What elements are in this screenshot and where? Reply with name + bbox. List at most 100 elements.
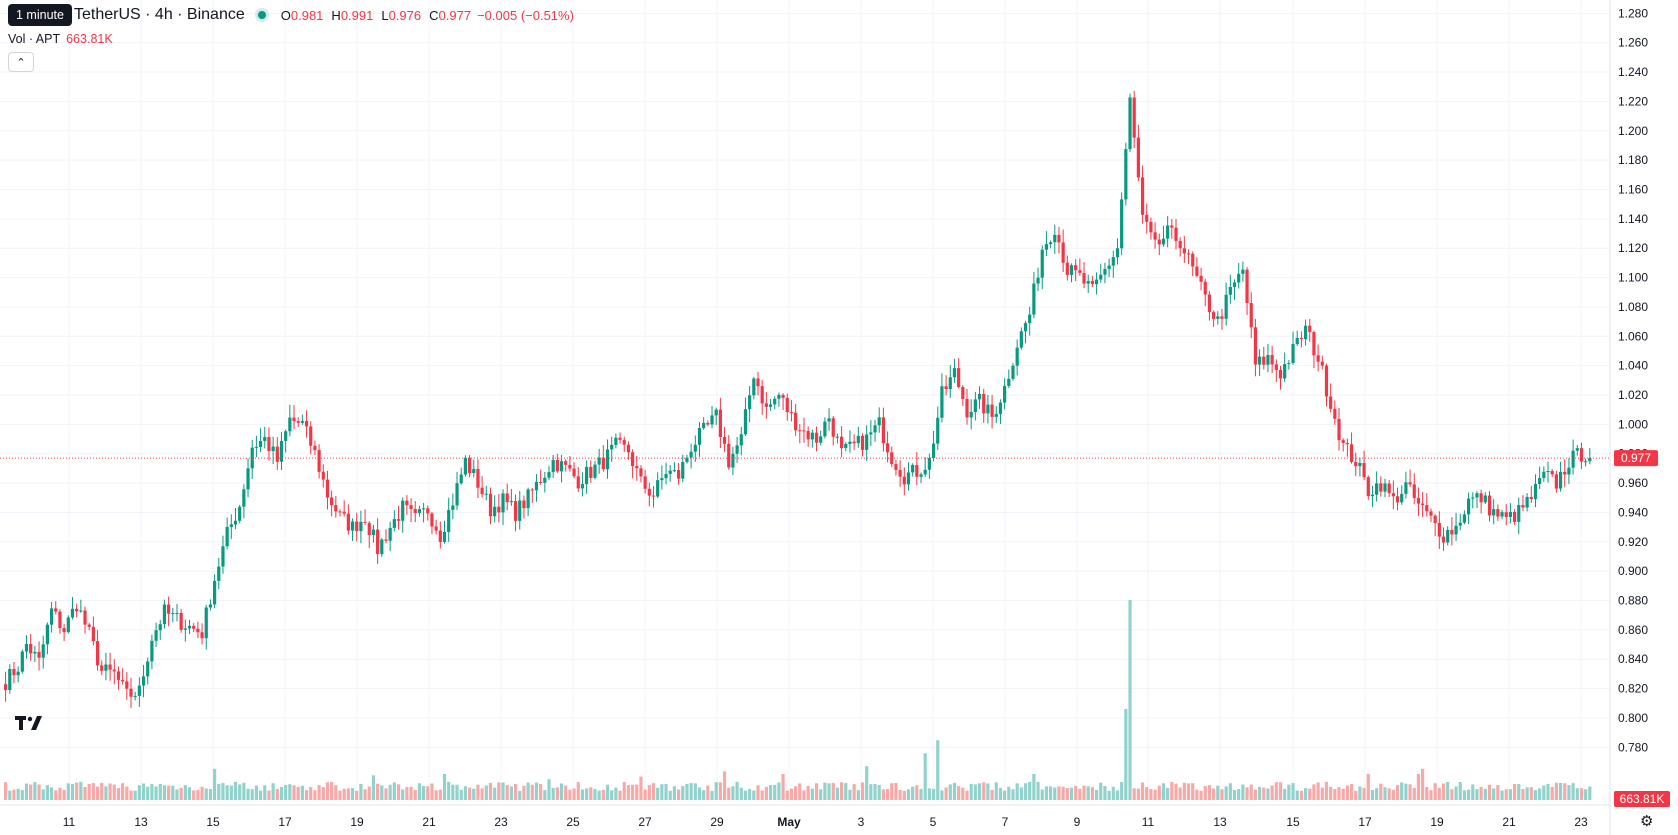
volume-bar bbox=[1454, 786, 1458, 800]
volume-bar bbox=[739, 787, 743, 800]
candle-body bbox=[840, 436, 844, 449]
price-tick-label: 0.920 bbox=[1618, 535, 1648, 549]
candle-body bbox=[1563, 471, 1567, 475]
volume-bar bbox=[936, 740, 940, 800]
candle-body bbox=[1538, 477, 1542, 484]
volume-bar bbox=[873, 784, 877, 800]
volume-bar bbox=[860, 782, 865, 800]
candle-body bbox=[1040, 249, 1044, 278]
volume-bar bbox=[1475, 789, 1479, 800]
price-tick-label: 1.120 bbox=[1618, 241, 1648, 255]
candle-body bbox=[898, 469, 902, 477]
candle-body bbox=[1303, 325, 1308, 340]
volume-bar bbox=[1358, 786, 1362, 800]
volume-bar bbox=[438, 789, 442, 800]
candle-body bbox=[192, 625, 196, 629]
candle-body bbox=[413, 508, 417, 514]
candle-body bbox=[1111, 257, 1115, 266]
candle-body bbox=[1483, 495, 1487, 503]
candle-body bbox=[1345, 442, 1349, 445]
candle-body bbox=[292, 417, 296, 422]
candle-body bbox=[727, 443, 731, 468]
volume-bar bbox=[1023, 783, 1028, 800]
time-axis[interactable]: 11 13 15 17 19 21 23 25 27 29 May 3 5 7 9 11 13 15 17 19 21 2… bbox=[63, 815, 1588, 829]
candle-body bbox=[8, 668, 12, 691]
time-tick-label: 19 bbox=[1430, 815, 1444, 829]
candle-body bbox=[12, 668, 16, 676]
symbol-title[interactable]: TetherUS · 4h · Binance bbox=[74, 6, 245, 23]
candle-body bbox=[944, 386, 948, 390]
volume-bar bbox=[1124, 709, 1128, 800]
volume-bar bbox=[693, 783, 697, 800]
candle-body bbox=[860, 435, 865, 450]
volume-bar bbox=[1007, 786, 1011, 800]
volume-bar bbox=[1044, 786, 1049, 800]
volume-bar bbox=[141, 783, 146, 800]
volume-bar bbox=[676, 789, 681, 800]
candle-body bbox=[167, 604, 171, 614]
volume-bar bbox=[1049, 786, 1053, 800]
volume-bar bbox=[961, 787, 965, 800]
price-tick-label: 0.860 bbox=[1618, 623, 1648, 637]
volume-bar bbox=[91, 783, 95, 800]
candle-body bbox=[254, 446, 258, 448]
volume-bar bbox=[1074, 786, 1078, 800]
tradingview-logo-icon[interactable] bbox=[14, 712, 44, 736]
volume-bar bbox=[568, 789, 572, 800]
price-axis[interactable]: 0.780 0.800 0.820 0.840 0.860 0.880 0.900 0.920… bbox=[1618, 6, 1648, 754]
candle-body bbox=[463, 457, 467, 475]
candle-body bbox=[539, 481, 543, 483]
candle-body bbox=[317, 450, 321, 472]
volume-bar bbox=[49, 787, 54, 800]
volume-bar bbox=[447, 781, 451, 800]
candle-body bbox=[668, 470, 672, 474]
candle-body bbox=[777, 394, 781, 399]
candle-body bbox=[614, 437, 618, 445]
volume-bar bbox=[62, 789, 66, 800]
candle-body bbox=[990, 404, 994, 417]
candle-body bbox=[275, 446, 279, 462]
candle-body bbox=[722, 437, 727, 444]
gear-icon[interactable]: ⚙ bbox=[1640, 813, 1654, 830]
volume-bar bbox=[346, 788, 350, 800]
volume-bar bbox=[685, 783, 689, 800]
high-value: 0.991 bbox=[340, 7, 374, 23]
candle-body bbox=[1216, 316, 1220, 319]
candle-body bbox=[75, 608, 79, 612]
candle-body bbox=[129, 688, 133, 697]
candle-body bbox=[434, 526, 438, 531]
volume-bar bbox=[154, 786, 158, 800]
candle-body bbox=[125, 681, 129, 689]
volume-bar bbox=[848, 789, 852, 800]
candle-body bbox=[651, 495, 656, 497]
candle-body bbox=[442, 531, 447, 542]
candle-body bbox=[493, 506, 497, 517]
volume-bar bbox=[906, 789, 911, 800]
candle-body bbox=[998, 402, 1003, 414]
candle-body bbox=[1295, 337, 1299, 344]
candle-body bbox=[1425, 505, 1429, 512]
candle-body bbox=[844, 443, 848, 449]
price-tick-label: 1.060 bbox=[1618, 329, 1648, 343]
candle-body bbox=[1061, 242, 1065, 263]
candle-body bbox=[1416, 497, 1421, 504]
candle-body bbox=[1584, 461, 1588, 463]
volume-bar bbox=[885, 789, 890, 800]
candle-body bbox=[1195, 266, 1199, 276]
candle-body bbox=[906, 472, 911, 485]
volume-bar bbox=[1065, 788, 1069, 800]
candle-body bbox=[635, 465, 639, 469]
candle-body bbox=[748, 395, 752, 410]
volume-bar bbox=[601, 789, 605, 800]
price-tick-label: 1.080 bbox=[1618, 300, 1648, 314]
volume-bar bbox=[1521, 788, 1525, 800]
candle-body bbox=[789, 412, 794, 414]
candle-body bbox=[405, 500, 409, 506]
volume-bar bbox=[1028, 782, 1032, 800]
collapse-legend-button[interactable]: ⌃ bbox=[8, 52, 34, 72]
volume-bar bbox=[401, 789, 405, 800]
candle-body bbox=[284, 431, 288, 441]
volume-bar bbox=[434, 790, 438, 800]
